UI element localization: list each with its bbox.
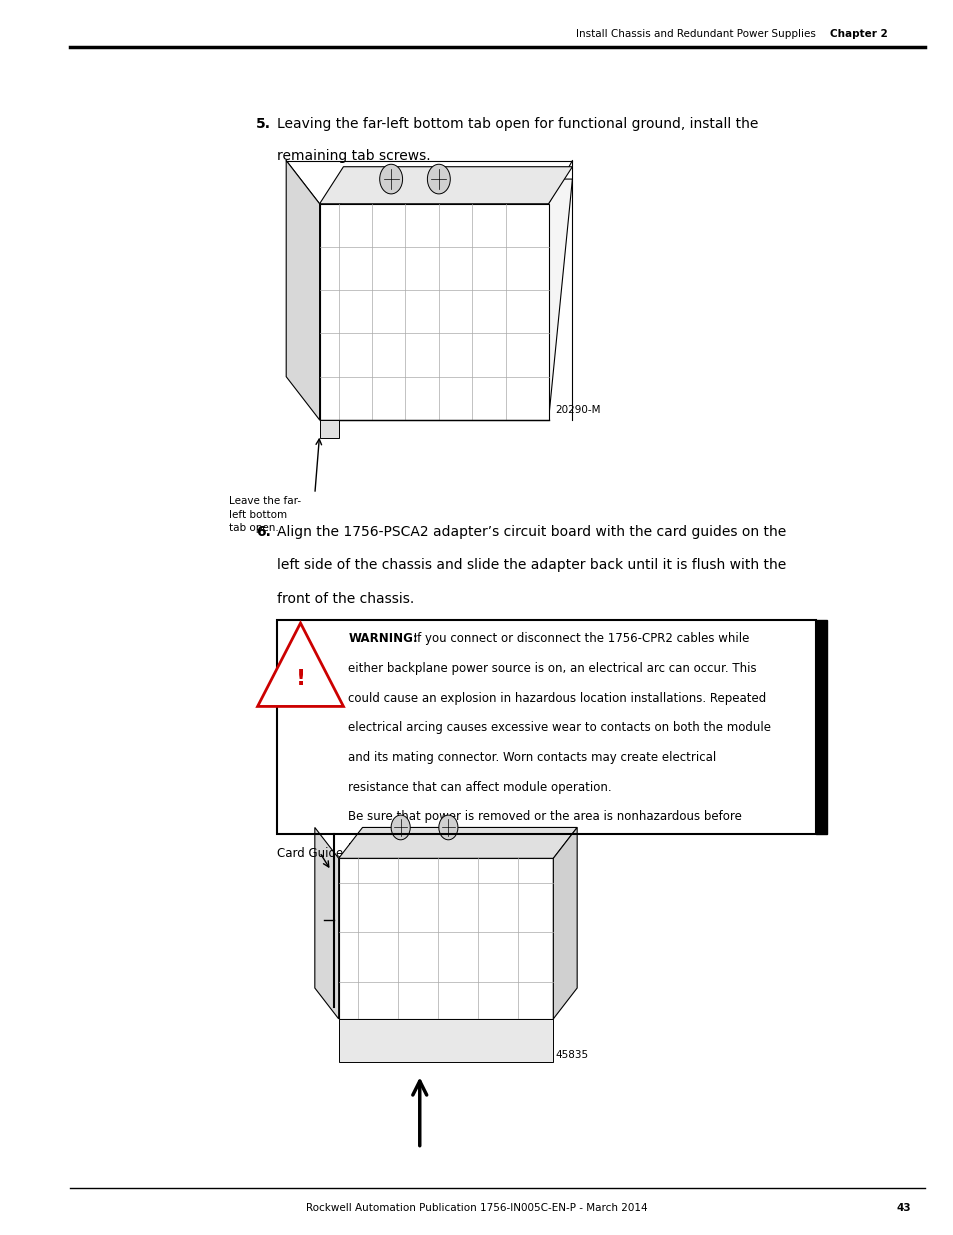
Polygon shape: [338, 858, 553, 1019]
Text: 43: 43: [896, 1203, 910, 1213]
Text: 20290-M: 20290-M: [555, 405, 600, 415]
Text: proceeding.: proceeding.: [348, 840, 417, 853]
Polygon shape: [257, 622, 343, 706]
Circle shape: [438, 815, 457, 840]
Polygon shape: [319, 204, 548, 420]
Text: If you connect or disconnect the 1756-CPR2 cables while: If you connect or disconnect the 1756-CP…: [410, 632, 749, 646]
Text: Leaving the far-left bottom tab open for functional ground, install the: Leaving the far-left bottom tab open for…: [276, 117, 758, 131]
Polygon shape: [338, 827, 577, 858]
Polygon shape: [286, 161, 319, 420]
Text: Chapter 2: Chapter 2: [829, 28, 887, 38]
Text: either backplane power source is on, an electrical arc can occur. This: either backplane power source is on, an …: [348, 662, 756, 676]
Polygon shape: [553, 827, 577, 1019]
Text: WARNING:: WARNING:: [348, 632, 417, 646]
Text: 45835: 45835: [555, 1050, 588, 1060]
Text: Align the 1756-PSCA2 adapter’s circuit board with the card guides on the: Align the 1756-PSCA2 adapter’s circuit b…: [276, 525, 785, 538]
Text: Rockwell Automation Publication 1756-IN005C-EN-P - March 2014: Rockwell Automation Publication 1756-IN0…: [306, 1203, 647, 1213]
Text: remaining tab screws.: remaining tab screws.: [276, 149, 430, 163]
Polygon shape: [319, 167, 572, 204]
Text: !: !: [295, 669, 305, 689]
Text: Be sure that power is removed or the area is nonhazardous before: Be sure that power is removed or the are…: [348, 810, 741, 824]
Text: resistance that can affect module operation.: resistance that can affect module operat…: [348, 781, 611, 794]
Text: 6.: 6.: [255, 525, 271, 538]
Text: could cause an explosion in hazardous location installations. Repeated: could cause an explosion in hazardous lo…: [348, 692, 765, 705]
Circle shape: [391, 815, 410, 840]
Circle shape: [427, 164, 450, 194]
Polygon shape: [319, 420, 338, 438]
Text: electrical arcing causes excessive wear to contacts on both the module: electrical arcing causes excessive wear …: [348, 721, 770, 735]
Polygon shape: [319, 179, 572, 420]
Text: left side of the chassis and slide the adapter back until it is flush with the: left side of the chassis and slide the a…: [276, 558, 785, 572]
Text: Install Chassis and Redundant Power Supplies: Install Chassis and Redundant Power Supp…: [576, 28, 815, 38]
Polygon shape: [314, 827, 338, 1019]
Bar: [815, 620, 826, 834]
Circle shape: [379, 164, 402, 194]
Text: 5.: 5.: [255, 117, 271, 131]
Text: and its mating connector. Worn contacts may create electrical: and its mating connector. Worn contacts …: [348, 751, 716, 764]
Text: front of the chassis.: front of the chassis.: [276, 592, 414, 605]
Text: Leave the far-
left bottom
tab open.: Leave the far- left bottom tab open.: [229, 496, 301, 532]
Polygon shape: [338, 1019, 553, 1062]
Text: Card Guide: Card Guide: [276, 847, 342, 861]
